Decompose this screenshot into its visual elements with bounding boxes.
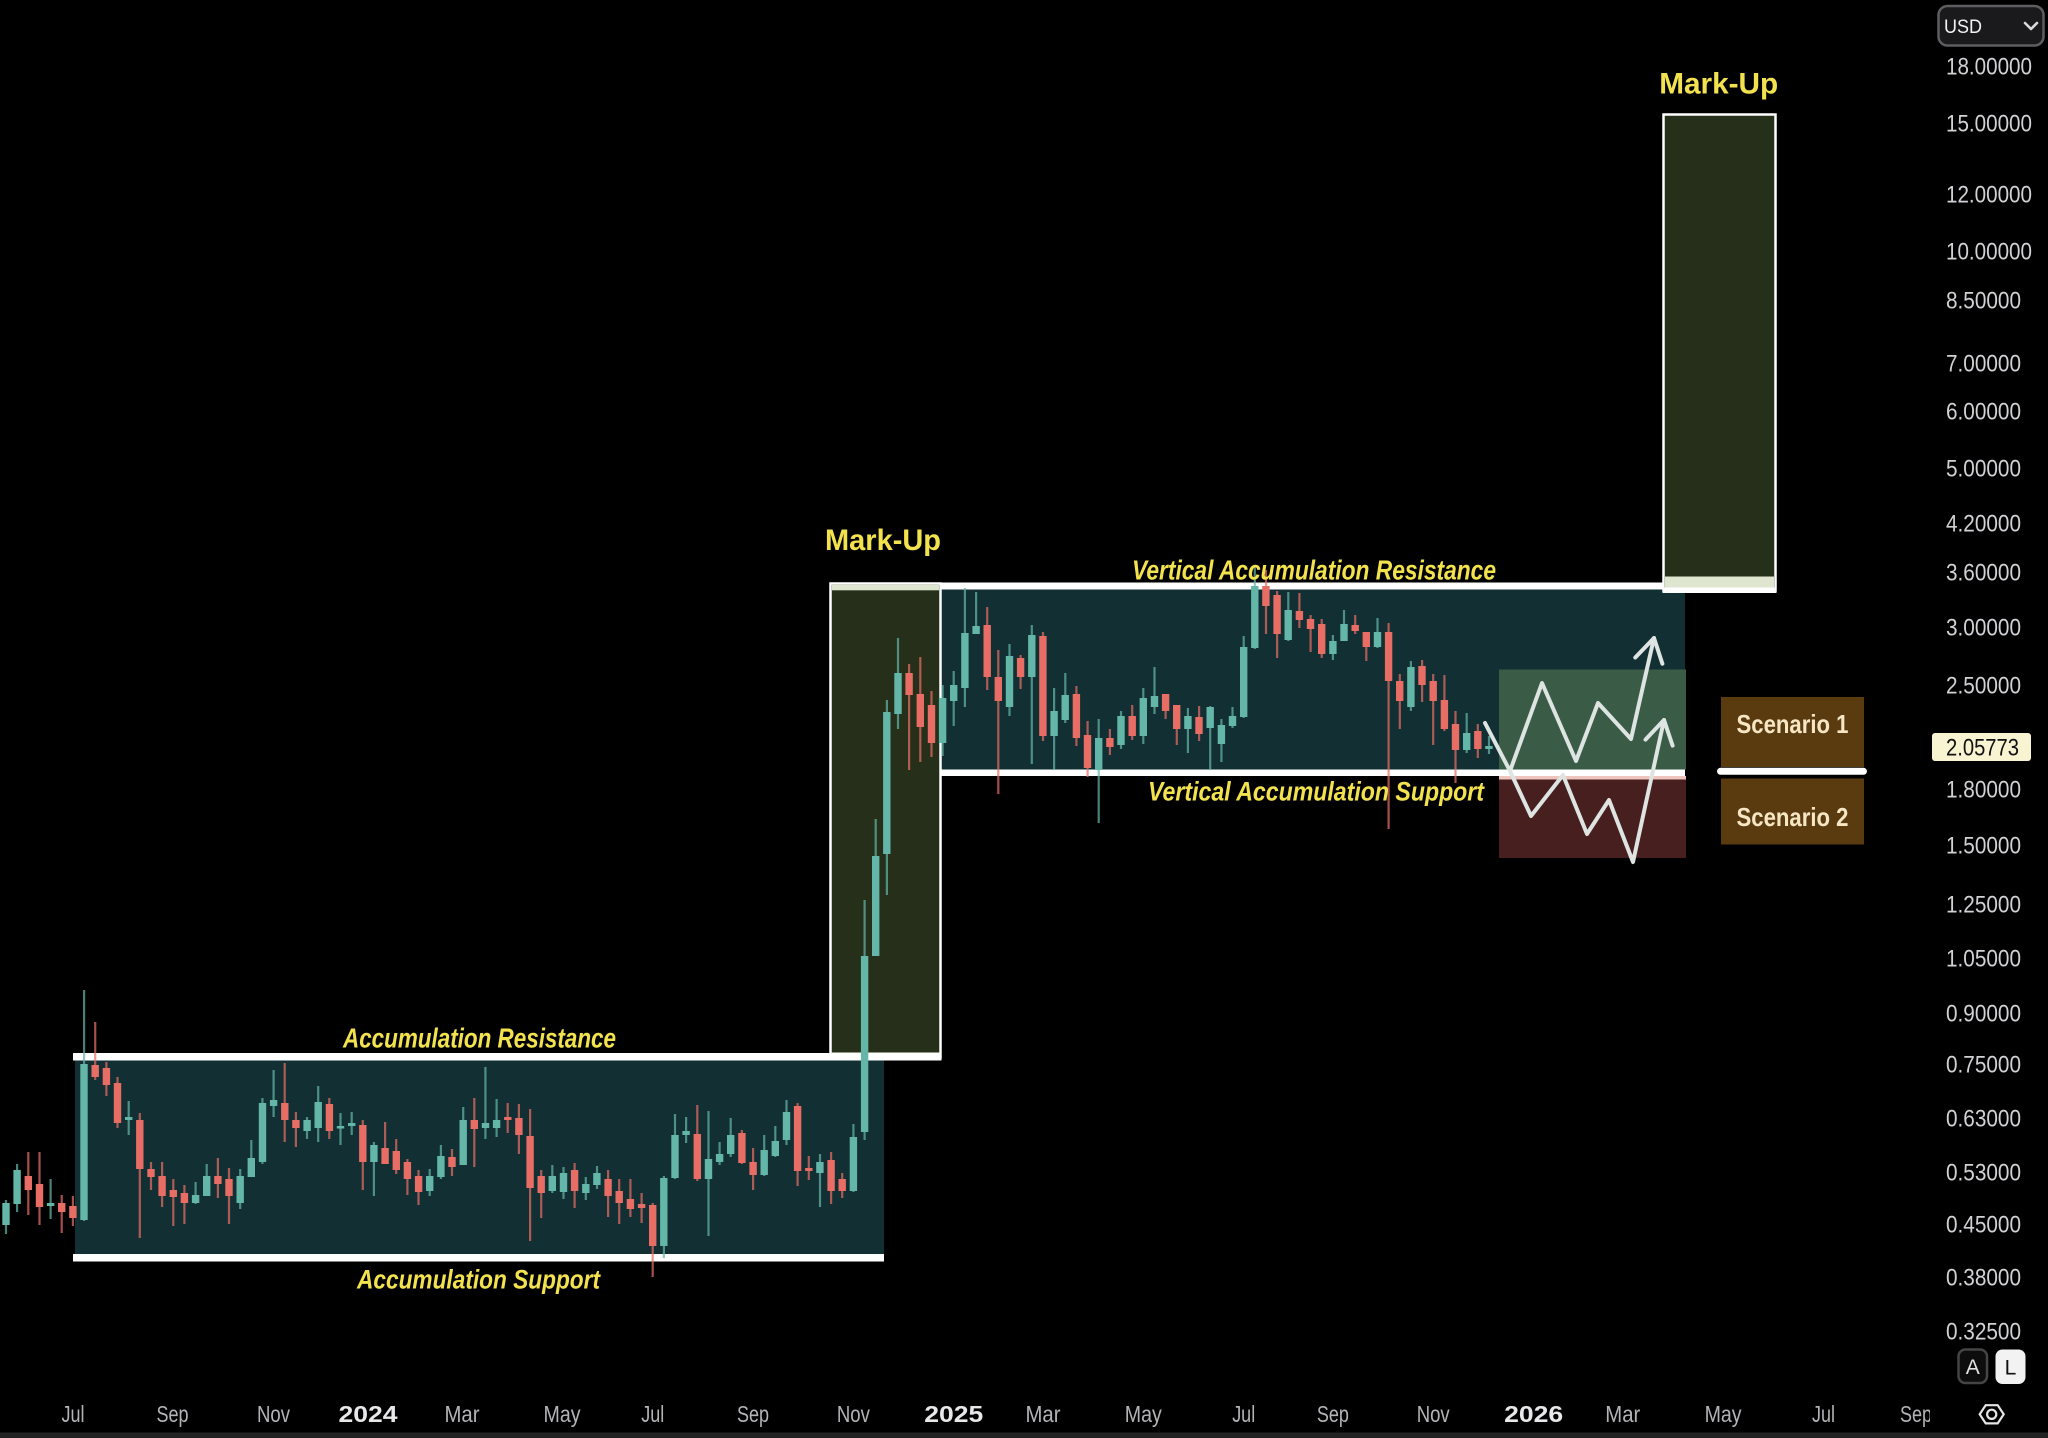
svg-text:2.05773: 2.05773 (1946, 735, 2019, 762)
svg-text:USD: USD (1944, 16, 1982, 38)
svg-text:Scenario 1: Scenario 1 (1737, 709, 1849, 739)
svg-text:0.90000: 0.90000 (1946, 1001, 2021, 1028)
svg-text:May: May (1705, 1401, 1742, 1427)
svg-text:Mark-Up: Mark-Up (1659, 68, 1778, 101)
svg-text:4.20000: 4.20000 (1946, 511, 2021, 538)
svg-text:Mark-Up: Mark-Up (825, 524, 941, 557)
svg-text:2026: 2026 (1504, 1401, 1563, 1427)
svg-text:Sep: Sep (157, 1401, 189, 1427)
svg-text:May: May (544, 1401, 581, 1427)
svg-text:Nov: Nov (837, 1401, 870, 1427)
svg-text:Vertical Accumulation Support: Vertical Accumulation Support (1148, 777, 1485, 807)
svg-text:Sep: Sep (1900, 1401, 1932, 1427)
svg-text:0.75000: 0.75000 (1946, 1052, 2021, 1079)
svg-text:10.00000: 10.00000 (1946, 239, 2032, 266)
svg-text:Jul: Jul (1812, 1401, 1835, 1427)
svg-text:L: L (2005, 1357, 2017, 1380)
svg-text:Jul: Jul (62, 1401, 85, 1427)
svg-text:Sep: Sep (1317, 1401, 1349, 1427)
svg-text:1.50000: 1.50000 (1946, 833, 2021, 860)
svg-text:5.00000: 5.00000 (1946, 456, 2021, 483)
svg-text:Accumulation Resistance: Accumulation Resistance (342, 1023, 616, 1054)
svg-text:12.00000: 12.00000 (1946, 182, 2032, 209)
svg-text:A: A (1966, 1356, 1980, 1379)
svg-text:Accumulation Support: Accumulation Support (356, 1265, 601, 1295)
svg-text:3.00000: 3.00000 (1946, 615, 2021, 642)
svg-text:Mar: Mar (445, 1401, 480, 1427)
svg-text:15.00000: 15.00000 (1946, 111, 2032, 138)
svg-text:0.53000: 0.53000 (1946, 1160, 2021, 1187)
svg-text:0.63000: 0.63000 (1946, 1106, 2021, 1133)
svg-text:0.38000: 0.38000 (1946, 1265, 2021, 1292)
svg-text:1.05000: 1.05000 (1946, 946, 2021, 973)
svg-text:Mar: Mar (1026, 1401, 1061, 1427)
svg-text:0.32500: 0.32500 (1946, 1319, 2021, 1346)
svg-text:Nov: Nov (1417, 1401, 1450, 1427)
svg-text:2.50000: 2.50000 (1946, 673, 2021, 700)
svg-text:Mar: Mar (1605, 1401, 1640, 1427)
svg-text:Scenario 2: Scenario 2 (1737, 802, 1849, 832)
svg-text:7.00000: 7.00000 (1946, 351, 2021, 378)
svg-text:1.80000: 1.80000 (1946, 777, 2021, 804)
svg-text:3.60000: 3.60000 (1946, 560, 2021, 587)
svg-text:Vertical Accumulation Resistan: Vertical Accumulation Resistance (1132, 555, 1496, 586)
svg-text:Sep: Sep (737, 1401, 769, 1427)
svg-text:Nov: Nov (257, 1401, 290, 1427)
svg-text:8.50000: 8.50000 (1946, 288, 2021, 315)
svg-text:6.00000: 6.00000 (1946, 399, 2021, 426)
svg-text:May: May (1125, 1401, 1162, 1427)
svg-text:18.00000: 18.00000 (1946, 54, 2032, 81)
svg-text:1.25000: 1.25000 (1946, 892, 2021, 919)
svg-text:Jul: Jul (1232, 1401, 1255, 1427)
svg-text:2025: 2025 (924, 1401, 983, 1427)
svg-text:0.45000: 0.45000 (1946, 1212, 2021, 1239)
svg-text:Jul: Jul (641, 1401, 664, 1427)
svg-text:2024: 2024 (339, 1401, 398, 1427)
